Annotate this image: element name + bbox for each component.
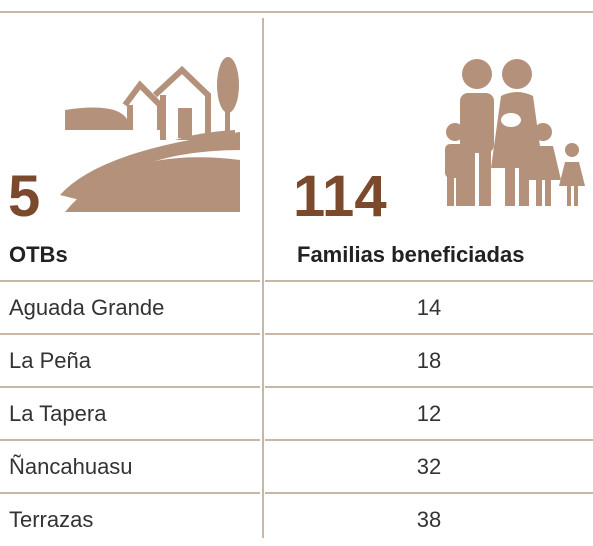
top-rule [0, 11, 593, 13]
row-rule [265, 280, 593, 282]
row-value: 38 [416, 507, 442, 532]
row-name: La Tapera [9, 401, 107, 426]
summary-number: 114 [293, 164, 387, 229]
row-value: 14 [416, 295, 442, 320]
row-rule [0, 333, 260, 335]
row-rule [0, 439, 260, 441]
row-name: La Peña [9, 348, 91, 373]
row-value: 12 [416, 401, 442, 426]
row-rule [0, 492, 260, 494]
village-icon [60, 57, 240, 212]
family-icon [445, 59, 585, 206]
row-rule [265, 439, 593, 441]
row-name: Ñancahuasu [9, 454, 133, 479]
row-name: Terrazas [9, 507, 94, 532]
row-rule [265, 333, 593, 335]
row-value: 18 [416, 348, 442, 373]
row-name: Aguada Grande [9, 295, 165, 320]
row-rule [265, 492, 593, 494]
row-rule [0, 386, 260, 388]
row-rule [0, 280, 260, 282]
summary-label: Familias beneficiadas [297, 242, 525, 267]
column-divider [262, 18, 264, 538]
summary-label: OTBs [9, 242, 68, 267]
row-rule [265, 386, 593, 388]
row-value: 32 [416, 454, 442, 479]
summary-number: 5 [8, 164, 41, 229]
